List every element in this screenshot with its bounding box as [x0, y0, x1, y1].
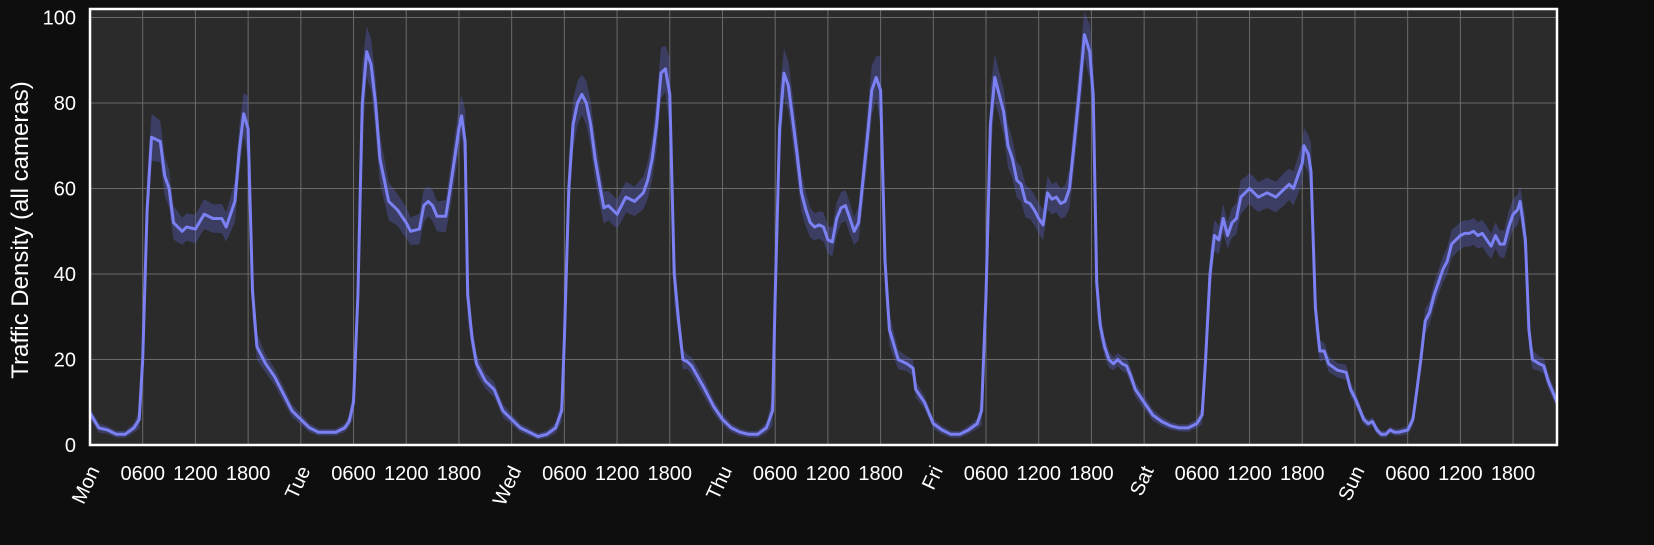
x-tick-label-hour: 1200: [384, 463, 429, 485]
x-tick-label-hour: 1200: [595, 463, 640, 485]
y-axis-title: Traffic Density (all cameras): [7, 81, 34, 378]
x-tick-label-hour: 1800: [1069, 463, 1114, 485]
x-tick-label-hour: 0600: [120, 463, 165, 485]
x-tick-label-hour: 0600: [964, 463, 1009, 485]
x-tick-label-hour: 1800: [648, 463, 693, 485]
series-line-layer: [90, 33, 1557, 438]
x-tick-label-hour: 1200: [1227, 463, 1272, 485]
x-tick-label-hour: 1800: [226, 463, 271, 485]
y-tick-label: 80: [54, 93, 76, 115]
x-tick-label-hour: 0600: [1385, 463, 1430, 485]
plot-frame: [88, 7, 1559, 447]
x-tick-label-hour: 0600: [331, 463, 376, 485]
x-tick-label-hour: 1200: [173, 463, 218, 485]
x-tick-label-hour: 1200: [1016, 463, 1061, 485]
y-tick-label: 20: [54, 350, 76, 372]
series-line-0: [90, 33, 1557, 438]
x-tick-label-hour: 1800: [858, 463, 903, 485]
x-tick-label-hour: 0600: [542, 463, 587, 485]
x-tick-label-hour: 1800: [1491, 463, 1536, 485]
y-axis-ticks: 0 20 40 60 80 100: [43, 8, 76, 457]
x-tick-label-hour: 0600: [753, 463, 798, 485]
x-tick-label-hour: 1800: [437, 463, 482, 485]
y-tick-label: 0: [65, 435, 76, 457]
x-tick-label-hour: 1800: [1280, 463, 1325, 485]
y-tick-label: 60: [54, 179, 76, 201]
y-tick-label: 40: [54, 264, 76, 286]
x-tick-label-hour: 1200: [1438, 463, 1483, 485]
x-tick-label-hour: 1200: [806, 463, 851, 485]
y-tick-label: 100: [43, 8, 76, 30]
x-tick-label-hour: 0600: [1175, 463, 1220, 485]
